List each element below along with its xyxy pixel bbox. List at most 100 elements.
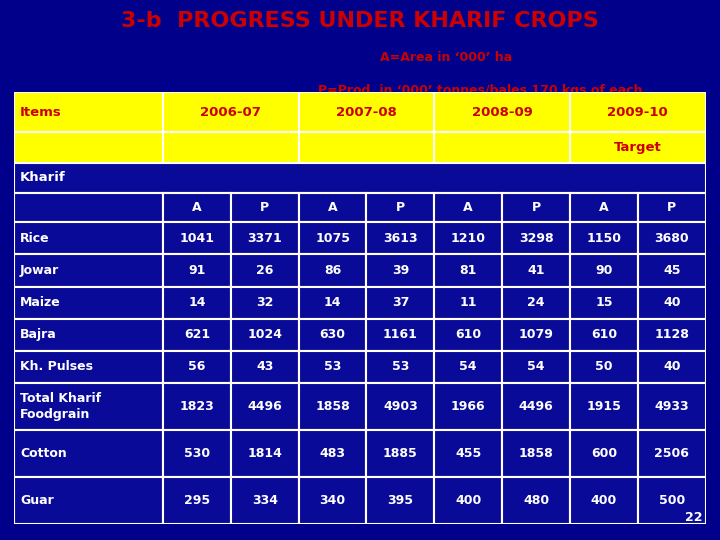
- Text: A: A: [192, 201, 202, 214]
- Bar: [299, 319, 366, 351]
- Bar: [231, 254, 299, 287]
- Bar: [638, 287, 706, 319]
- Text: 621: 621: [184, 328, 210, 341]
- Text: 2007-08: 2007-08: [336, 105, 397, 119]
- Bar: [570, 254, 638, 287]
- Text: 39: 39: [392, 264, 409, 277]
- Text: Items: Items: [20, 105, 62, 119]
- Bar: [502, 287, 570, 319]
- Text: 1041: 1041: [179, 232, 215, 245]
- Bar: [638, 193, 706, 222]
- Text: 4933: 4933: [654, 400, 689, 413]
- Bar: [502, 193, 570, 222]
- Bar: [231, 430, 299, 477]
- Text: 483: 483: [320, 447, 346, 460]
- Bar: [163, 351, 231, 383]
- Text: 54: 54: [459, 360, 477, 373]
- Text: 40: 40: [663, 296, 680, 309]
- Text: 1210: 1210: [451, 232, 486, 245]
- Text: 610: 610: [591, 328, 617, 341]
- Text: Jowar: Jowar: [20, 264, 59, 277]
- Bar: [366, 351, 434, 383]
- Text: Maize: Maize: [20, 296, 60, 309]
- Bar: [14, 319, 163, 351]
- Text: 1823: 1823: [179, 400, 215, 413]
- Text: 400: 400: [455, 494, 482, 507]
- Bar: [14, 430, 163, 477]
- Bar: [14, 92, 163, 132]
- Bar: [570, 351, 638, 383]
- Text: 50: 50: [595, 360, 613, 373]
- Bar: [502, 254, 570, 287]
- Text: Rice: Rice: [20, 232, 50, 245]
- Bar: [299, 430, 366, 477]
- Text: 81: 81: [459, 264, 477, 277]
- Text: 500: 500: [659, 494, 685, 507]
- Text: 600: 600: [591, 447, 617, 460]
- Text: P=Prod. in ‘000’ tonnes/bales 170 kgs of each.: P=Prod. in ‘000’ tonnes/bales 170 kgs of…: [318, 84, 647, 97]
- Bar: [14, 132, 706, 163]
- Bar: [231, 193, 299, 222]
- Bar: [434, 319, 502, 351]
- Text: A=Area in ‘000’ ha: A=Area in ‘000’ ha: [380, 51, 513, 64]
- Bar: [163, 222, 231, 254]
- Bar: [299, 132, 434, 163]
- Bar: [638, 430, 706, 477]
- Text: 26: 26: [256, 264, 274, 277]
- Bar: [14, 351, 163, 383]
- Text: 2009-10: 2009-10: [608, 105, 668, 119]
- Text: Cotton: Cotton: [20, 447, 67, 460]
- Bar: [14, 287, 163, 319]
- Text: 40: 40: [663, 360, 680, 373]
- Bar: [638, 222, 706, 254]
- Bar: [14, 254, 163, 287]
- Bar: [638, 351, 706, 383]
- Bar: [434, 222, 502, 254]
- Bar: [366, 254, 434, 287]
- Bar: [434, 254, 502, 287]
- Text: 41: 41: [527, 264, 545, 277]
- Text: Bajra: Bajra: [20, 328, 57, 341]
- Bar: [434, 132, 570, 163]
- Bar: [366, 477, 434, 524]
- Bar: [502, 222, 570, 254]
- Bar: [570, 430, 638, 477]
- Bar: [299, 92, 434, 132]
- Bar: [366, 430, 434, 477]
- Text: 15: 15: [595, 296, 613, 309]
- Bar: [14, 477, 163, 524]
- Bar: [14, 193, 163, 222]
- Bar: [163, 287, 231, 319]
- Bar: [638, 254, 706, 287]
- Bar: [163, 254, 231, 287]
- Bar: [163, 319, 231, 351]
- Text: 1966: 1966: [451, 400, 485, 413]
- Text: 1814: 1814: [247, 447, 282, 460]
- Bar: [570, 383, 638, 430]
- Text: 45: 45: [663, 264, 680, 277]
- Bar: [366, 222, 434, 254]
- Text: 455: 455: [455, 447, 482, 460]
- Text: 3371: 3371: [248, 232, 282, 245]
- Text: 1128: 1128: [654, 328, 689, 341]
- Bar: [638, 319, 706, 351]
- Text: 1079: 1079: [518, 328, 554, 341]
- Bar: [434, 351, 502, 383]
- Bar: [570, 477, 638, 524]
- Text: 2008-09: 2008-09: [472, 105, 533, 119]
- Text: 340: 340: [320, 494, 346, 507]
- Bar: [502, 430, 570, 477]
- Text: 3298: 3298: [518, 232, 554, 245]
- Text: 86: 86: [324, 264, 341, 277]
- Text: 530: 530: [184, 447, 210, 460]
- Bar: [434, 430, 502, 477]
- Bar: [434, 193, 502, 222]
- Text: 4496: 4496: [518, 400, 554, 413]
- Bar: [434, 287, 502, 319]
- Bar: [163, 92, 299, 132]
- Text: 3680: 3680: [654, 232, 689, 245]
- Text: 4496: 4496: [248, 400, 282, 413]
- Bar: [434, 477, 502, 524]
- Bar: [570, 92, 706, 132]
- Bar: [231, 287, 299, 319]
